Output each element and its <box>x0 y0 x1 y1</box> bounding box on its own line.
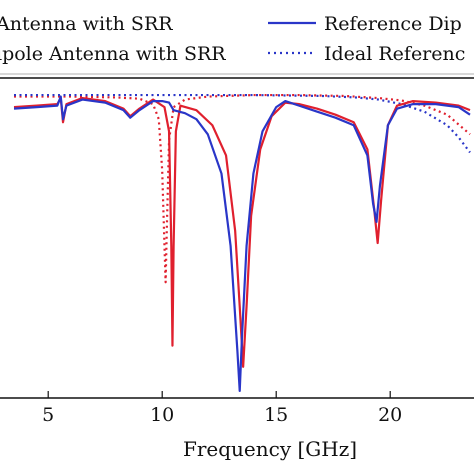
x-axis-label: Frequency [GHz] <box>183 437 357 461</box>
series-layer <box>13 93 471 393</box>
legend-label-antenna-with-srr: Antenna with SRR <box>0 13 173 35</box>
legend: Antenna with SRR Reference Dip ipole Ant… <box>0 0 474 75</box>
legend-label-ideal-reference: Ideal Referenc <box>324 43 465 65</box>
x-tick-label: 20 <box>378 404 402 426</box>
x-axis-ticks: 5 10 15 20 <box>42 391 402 426</box>
x-tick-label: 5 <box>42 404 54 426</box>
legend-box <box>0 0 474 75</box>
series-line-ideal-referenc <box>14 93 471 154</box>
series-line-ipole-antenna-with-srr <box>14 93 471 284</box>
legend-label-dipole-antenna-with-srr: ipole Antenna with SRR <box>0 43 226 65</box>
legend-label-reference-dip: Reference Dip <box>324 13 462 35</box>
x-tick-label: 15 <box>264 404 288 426</box>
series-line-reference-dip <box>13 95 471 393</box>
plot-frame <box>0 77 474 399</box>
series-line-antenna-with-srr <box>13 96 471 368</box>
x-tick-label: 10 <box>150 404 174 426</box>
plot-area: 5 10 15 20 <box>0 77 474 426</box>
